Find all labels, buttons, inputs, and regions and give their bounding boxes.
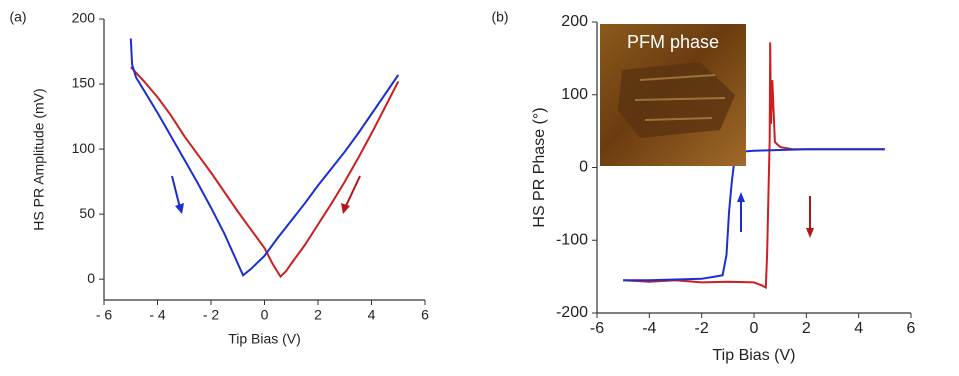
x-tick-label: 4 [854,320,863,337]
y-tick-label: -200 [556,304,588,321]
y-tick-label: 150 [72,75,96,91]
x-tick-label: 4 [368,307,376,323]
arrows [172,176,814,238]
x-axis-label: Tip Bias (V) [713,347,796,364]
panel-label: (a) [9,9,26,25]
x-tick-label: - 2 [203,307,220,323]
x-tick-label: - 4 [149,307,166,323]
x-tick-label: 0 [750,320,759,337]
y-tick-label: 100 [561,86,588,103]
y-axis-label: HS PR Phase (°) [531,107,548,227]
inset-label: PFM phase [627,32,719,52]
x-axis-label: Tip Bias (V) [228,331,301,347]
data-line [131,67,399,277]
y-tick-label: 50 [79,205,95,221]
y-axis-label: HS PR Amplitude (mV) [31,88,47,230]
x-tick-label: 6 [907,320,916,337]
x-tick-label: 2 [802,320,811,337]
y-tick-label: 200 [72,10,96,26]
x-tick-label: -2 [695,320,709,337]
x-tick-label: 0 [261,307,269,323]
x-tick-label: -4 [642,320,656,337]
x-tick-label: 6 [421,307,429,323]
y-tick-label: 100 [72,140,96,156]
x-tick-label: 2 [314,307,322,323]
x-tick-label: -6 [590,320,604,337]
x-tick-label: - 6 [96,307,113,323]
y-tick-label: -100 [556,231,588,248]
y-tick-label: 200 [561,13,588,30]
panel-label: (b) [491,9,508,25]
y-tick-label: 0 [87,270,95,286]
data-line [623,149,885,280]
figure: (a)- 6- 4- 20246050100150200Tip Bias (V)… [0,0,959,376]
y-tick-label: 0 [579,159,588,176]
axis-line [104,19,425,300]
